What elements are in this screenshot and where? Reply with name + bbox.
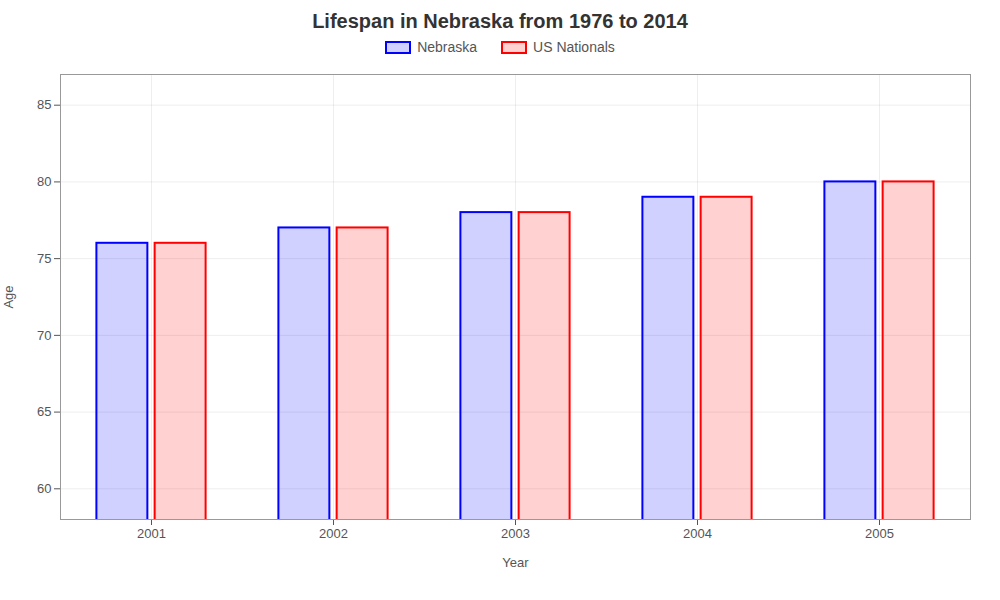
svg-text:2001: 2001 bbox=[137, 526, 166, 541]
svg-text:85: 85 bbox=[37, 97, 51, 112]
svg-text:2002: 2002 bbox=[319, 526, 348, 541]
svg-text:2003: 2003 bbox=[501, 526, 530, 541]
html-text:Nebraska: Nebraska bbox=[417, 39, 478, 55]
html-text:Lifespan in Nebraska from 1976: Lifespan in Nebraska from 1976 to 2014 bbox=[312, 10, 688, 32]
svg-text:75: 75 bbox=[37, 251, 51, 266]
svg-text:80: 80 bbox=[37, 174, 51, 189]
svg-text:60: 60 bbox=[37, 481, 51, 496]
svg-text:70: 70 bbox=[37, 328, 51, 343]
svg-text:Age: Age bbox=[1, 285, 16, 308]
svg-text:2004: 2004 bbox=[683, 526, 712, 541]
html-text:US Nationals: US Nationals bbox=[533, 39, 615, 55]
svg-text:Year: Year bbox=[502, 555, 529, 570]
svg-text:2005: 2005 bbox=[865, 526, 894, 541]
svg-text:65: 65 bbox=[37, 404, 51, 419]
